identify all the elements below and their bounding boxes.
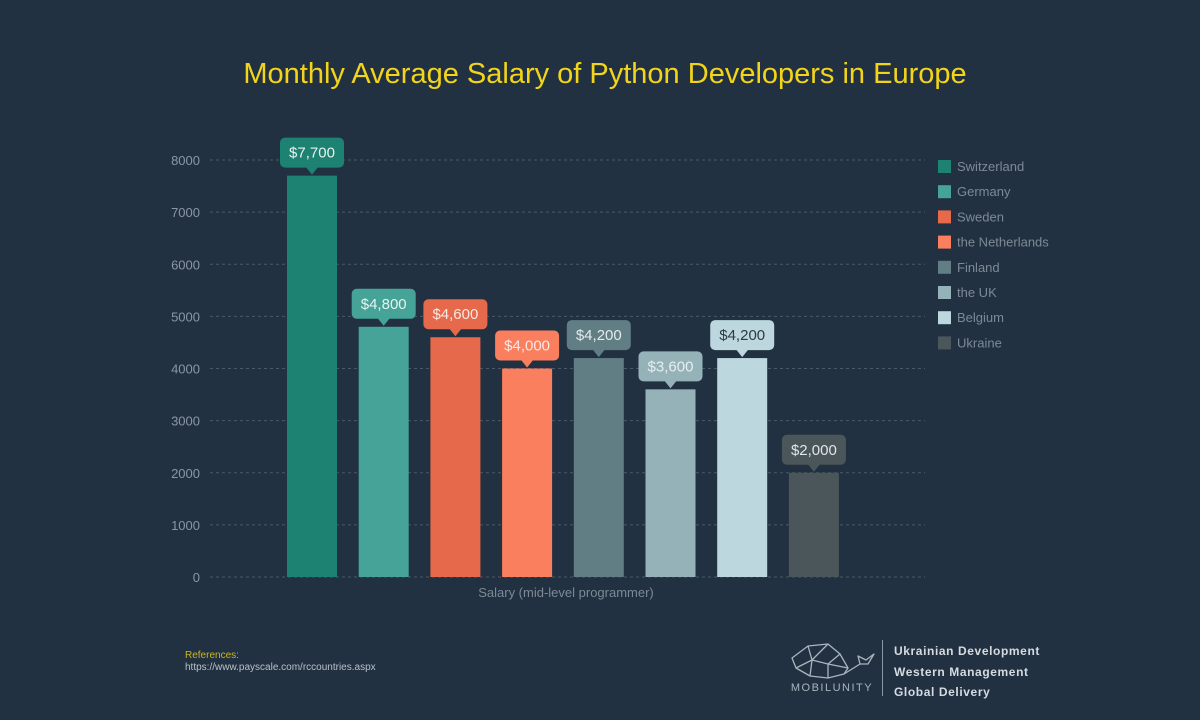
legend-swatch: [938, 210, 951, 224]
data-label-text: $2,000: [791, 442, 837, 459]
data-label-pointer: [807, 464, 820, 472]
legend-item: Belgium: [938, 310, 1004, 325]
legend-label: Germany: [957, 184, 1011, 199]
data-label-pointer: [592, 349, 605, 358]
data-label-pointer: [736, 349, 749, 358]
references-url[interactable]: https://www.payscale.com/rccountries.asp…: [185, 662, 376, 673]
data-label-pointer: [449, 328, 462, 337]
legend-swatch: [938, 160, 951, 173]
data-label-text: $4,200: [576, 327, 622, 344]
logo-divider: [882, 640, 883, 696]
data-label-pointer: [664, 380, 677, 389]
references-title: References:: [185, 650, 239, 661]
data-label-text: $4,200: [719, 327, 765, 344]
data-label: $7,700: [280, 137, 344, 175]
y-tick-label: 2000: [171, 466, 200, 481]
bar: [788, 472, 839, 577]
data-label-bubble: [495, 330, 560, 361]
chart-title: Monthly Average Salary of Python Develop…: [243, 58, 967, 90]
legend-item: Switzerland: [938, 159, 1024, 174]
references: References: https://www.payscale.com/rcc…: [185, 650, 376, 674]
legend-swatch: [938, 311, 951, 325]
legend-swatch: [938, 336, 951, 350]
legend-label: Sweden: [957, 209, 1004, 224]
data-label: $4,000: [495, 330, 560, 368]
data-label-bubble: [423, 299, 488, 330]
tagline: Ukrainian Development Western Management…: [894, 641, 1040, 703]
legend-item: Germany: [938, 184, 1011, 199]
y-tick-label: 7000: [171, 205, 200, 220]
data-label-bubble: [351, 288, 416, 319]
data-label: $4,600: [423, 299, 488, 337]
data-label-text: $7,700: [289, 145, 335, 162]
bar: [430, 337, 481, 577]
data-label-pointer: [377, 318, 390, 326]
data-label-bubble: [781, 434, 846, 465]
tagline-line: Ukrainian Development: [894, 644, 1040, 658]
logo-name: MOBILUNITY: [790, 682, 874, 694]
legend-item: the UK: [938, 285, 997, 300]
y-tick-label: 3000: [171, 414, 200, 429]
bars: [287, 175, 839, 577]
data-label-pointer: [521, 360, 534, 368]
bar: [502, 368, 553, 577]
y-tick-label: 5000: [171, 309, 200, 324]
legend-label: Finland: [957, 260, 1000, 275]
data-label: $4,800: [351, 288, 416, 326]
bar: [287, 175, 337, 577]
bar: [645, 389, 696, 577]
y-tick-label: 6000: [171, 257, 200, 272]
legend-item: Finland: [938, 260, 1000, 275]
tagline-line: Western Management: [894, 664, 1029, 679]
whale-logo-icon: [791, 643, 875, 679]
legend-label: the Netherlands: [957, 235, 1049, 250]
data-label-pointer: [306, 167, 318, 175]
data-label-text: $4,800: [361, 296, 407, 313]
legend: Switzerland Germany Sweden the Netherlands F…: [938, 159, 1049, 350]
data-label-bubble: [566, 320, 631, 351]
bar: [717, 358, 768, 577]
legend-label: Switzerland: [957, 159, 1024, 174]
data-labels: $7,700 $4,800 $4,600 $4,000 $4,200 $3,600 $4,2…: [280, 137, 846, 472]
y-axis-ticks: 0 1000 2000 3000 4000 5000 6000 7000 8000: [171, 153, 200, 585]
data-label: $2,000: [781, 434, 846, 472]
data-label-bubble: [280, 137, 344, 168]
y-tick-label: 1000: [171, 518, 200, 533]
tagline-line: Global Delivery: [894, 685, 991, 699]
legend-swatch: [938, 235, 951, 249]
legend-swatch: [938, 260, 951, 274]
y-tick-label: 4000: [171, 362, 200, 377]
legend-label: the UK: [957, 285, 997, 300]
data-label: $3,600: [638, 351, 703, 389]
legend-item: the Netherlands: [938, 235, 1049, 250]
bar: [358, 326, 409, 577]
legend-label: Belgium: [957, 310, 1004, 325]
x-axis-label: Salary (mid-level programmer): [478, 585, 654, 600]
legend-item: Ukraine: [938, 335, 1002, 350]
legend-swatch: [938, 286, 951, 299]
legend-item: Sweden: [938, 209, 1004, 224]
y-tick-label: 0: [193, 570, 200, 585]
data-label-text: $4,000: [504, 338, 550, 355]
data-label-text: $3,600: [648, 358, 694, 375]
legend-swatch: [938, 185, 951, 199]
legend-label: Ukraine: [957, 335, 1002, 350]
bar: [573, 358, 624, 577]
data-label: $4,200: [710, 320, 775, 358]
data-label-bubble: [710, 320, 775, 351]
y-tick-label: 8000: [171, 153, 200, 168]
data-label-text: $4,600: [432, 306, 478, 323]
data-label-bubble: [638, 351, 703, 382]
data-label: $4,200: [566, 320, 631, 358]
